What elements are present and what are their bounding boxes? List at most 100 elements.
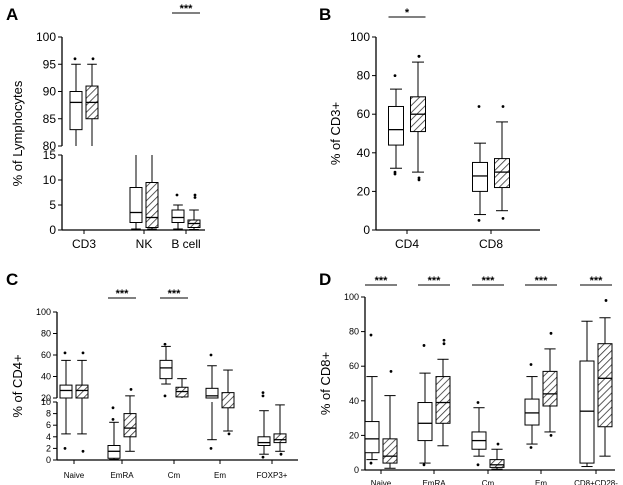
panel-d-ytick-label: 0 xyxy=(354,465,359,475)
panel-b-ytick-label: 20 xyxy=(357,184,371,198)
panel-a-ytick-label: 15 xyxy=(43,148,57,162)
panel-b-significance-label: * xyxy=(405,7,410,19)
panel-d-category-label: Cm xyxy=(482,479,495,485)
panel-d-box-emra-hatched xyxy=(435,376,451,424)
panel-a-box-nk-hatched xyxy=(145,182,159,228)
panel-d-box-em-hatched xyxy=(542,370,558,407)
panel-a-letter: A xyxy=(6,5,18,24)
panel-c-category-label: Em xyxy=(214,471,226,480)
panel-d-significance-label: *** xyxy=(590,275,604,287)
panel-d-box-naive-open xyxy=(364,421,380,454)
panel-b-box-cd4-open xyxy=(388,105,404,146)
panel-c-letter: C xyxy=(6,270,18,289)
panel-d-box-cm-open-outlier xyxy=(476,401,480,404)
panel-d-category-label: Naive xyxy=(371,479,392,485)
panel-a-ytick-label: 10 xyxy=(43,173,57,187)
panel-d-ytick-label: 40 xyxy=(349,396,359,406)
panel-a-box-cd3-hatched-outlier xyxy=(91,57,95,61)
panel-c-ytick-label: 80 xyxy=(41,329,51,339)
panel-d-significance-label: *** xyxy=(535,275,549,287)
panel-b-ytick-label: 100 xyxy=(350,30,370,44)
panel-d-significance-label: *** xyxy=(375,275,389,287)
panel-d-box-em-hatched-outlier xyxy=(549,434,553,437)
panel-a-ytick-label: 85 xyxy=(43,112,57,126)
panel-d-box-em-hatched-outlier xyxy=(549,331,553,335)
panel-d-box-cd8-cd28--hatched xyxy=(597,343,613,428)
panel-d-box-naive-hatched xyxy=(382,438,398,464)
panel-a-ytick-label: 0 xyxy=(49,223,56,237)
panel-d-box-emra-open xyxy=(417,402,433,442)
panel-b-box-cd4-open-outlier xyxy=(393,172,397,176)
panel-d-box-em-open-outlier xyxy=(529,446,533,449)
panel-c-box-naive-hatched xyxy=(75,384,89,399)
panel-c-significance-label: *** xyxy=(116,288,130,300)
panel-a-box-cd3-open xyxy=(69,91,83,131)
panel-d-box-emra-open-outlier xyxy=(422,344,426,347)
panel-c-box-naive-open-outlier xyxy=(63,447,67,450)
panel-a-box-b-cell-hatched-outlier xyxy=(193,196,197,199)
panel-c-box-emra-open-outlier xyxy=(111,418,115,421)
panel-c-box-cm-open-outlier xyxy=(163,394,167,398)
panel-d-significance-label: *** xyxy=(482,275,496,287)
panel-b-ytick-label: 0 xyxy=(363,223,370,237)
panel-c-ytick-label: 100 xyxy=(36,307,51,317)
panel-b-ytick-label: 40 xyxy=(357,146,371,160)
panel-a-significance-label: *** xyxy=(180,3,194,15)
panel-c-box-foxp3--open-outlier xyxy=(261,391,265,395)
panel-c-box-foxp3--hatched-outlier xyxy=(279,452,283,456)
panel-d-box-cd8-cd28--hatched-outlier xyxy=(604,299,608,302)
panel-c-ytick-label: 8 xyxy=(46,409,51,419)
panel-c-significance-label: *** xyxy=(168,288,182,300)
panel-c-box-em-open-outlier xyxy=(209,353,213,357)
panel-c-box-naive-hatched-outlier xyxy=(81,351,85,355)
panel-d-significance-label: *** xyxy=(428,275,442,287)
panel-a-box-b-cell-hatched-outlier xyxy=(193,193,197,197)
panel-c-box-cm-open-outlier xyxy=(163,342,167,346)
panel-b-box-cd8-open xyxy=(472,161,488,192)
panel-c-category-label: Naive xyxy=(64,471,85,480)
panel-c-box-emra-hatched xyxy=(123,413,137,438)
panel-d-box-naive-open-outlier xyxy=(369,461,373,465)
panel-b-category-label: CD8 xyxy=(479,237,503,251)
panel-d-ytick-label: 100 xyxy=(344,292,359,302)
panel-b-box-cd8-hatched xyxy=(494,158,510,189)
panel-b-box-cd4-hatched-outlier xyxy=(417,178,421,182)
panel-d-box-cm-open-outlier xyxy=(476,463,480,467)
panel-c-box-cm-open xyxy=(159,359,173,380)
panel-b-ytick-label: 60 xyxy=(357,107,371,121)
panel-d-ytick-label: 60 xyxy=(349,361,359,371)
panel-d-box-emra-hatched-outlier xyxy=(442,342,446,346)
panel-b-box-cd4-hatched-outlier xyxy=(417,54,421,58)
panel-a-category-label: CD3 xyxy=(72,237,96,251)
panel-c-box-naive-open xyxy=(59,384,73,399)
panel-c-ylabel: % of CD4+ xyxy=(10,354,25,417)
panel-c-box-em-open-upper xyxy=(205,387,219,399)
panel-c-category-label: Cm xyxy=(168,471,181,480)
panel-d-ylabel: % of CD8+ xyxy=(318,352,333,415)
panel-c-box-foxp3--open-outlier xyxy=(261,394,265,398)
panel-c-ytick-label: 4 xyxy=(46,432,51,442)
panel-c-ytick-label: 6 xyxy=(46,420,51,430)
panel-c-box-foxp3--hatched xyxy=(273,433,287,444)
panel-b-box-cd4-hatched-outlier xyxy=(417,176,421,180)
panel-c-box-foxp3--open xyxy=(257,436,271,446)
panel-d-category-label: Em xyxy=(535,479,547,485)
panel-c-ytick-label: 60 xyxy=(41,350,51,360)
panel-c-box-emra-hatched-outlier xyxy=(129,388,133,391)
panel-b-box-cd8-open-outlier xyxy=(477,105,481,108)
panel-d-box-cd8-cd28--open xyxy=(579,360,595,464)
panel-b-ytick-label: 80 xyxy=(357,69,371,83)
panel-c-category-label: FOXP3+ xyxy=(257,471,288,480)
panel-a-ytick-label: 95 xyxy=(43,57,57,71)
panel-c-box-em-open-outlier xyxy=(209,447,213,450)
panel-a-box-nk-open xyxy=(129,187,143,223)
panel-a-ytick-label: 90 xyxy=(43,85,57,99)
panel-d-box-emra-open-outlier xyxy=(422,463,426,467)
panel-a-box-b-cell-open xyxy=(171,209,185,223)
panel-a-ylabel: % of Lymphocytes xyxy=(10,80,25,186)
panel-c-ytick-label: 0 xyxy=(46,455,51,465)
panel-a-ytick-label: 80 xyxy=(43,139,57,153)
panel-d-box-cm-hatched xyxy=(489,459,505,468)
panel-c-ytick-label: 40 xyxy=(41,372,51,382)
